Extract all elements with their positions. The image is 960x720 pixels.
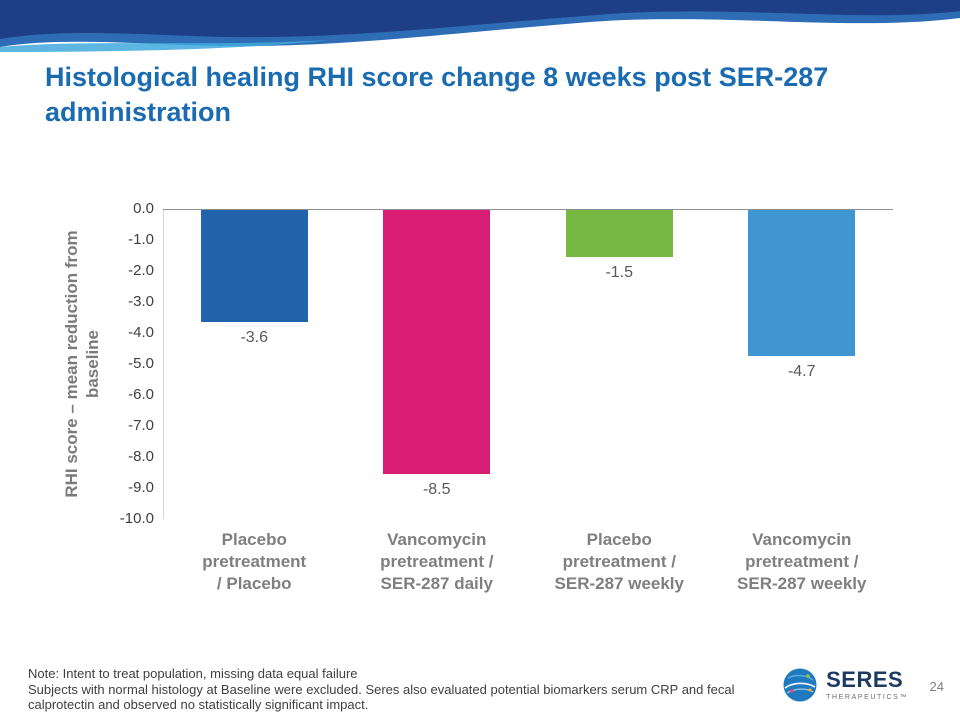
page-number: 24 [929,679,944,694]
y-tick-label: -8.0 [128,448,154,465]
y-tick-label: -7.0 [128,417,154,434]
footnote-body: Subjects with normal histology at Baseli… [28,681,735,713]
y-tick-label: -6.0 [128,386,154,403]
logo-subtext: THERAPEUTICS™ [826,694,908,701]
footnote: Note: Intent to treat population, missin… [28,666,746,713]
category-label: Placebo pretreatment / Placebo [202,530,307,594]
category-label: Placebo pretreatment / SER-287 weekly [554,530,684,594]
slide-title: Histological healing RHI score change 8 … [45,62,829,128]
y-tick-label: 0.0 [133,200,154,217]
y-tick-label: -3.0 [128,293,154,310]
bar-value-label: -3.6 [240,328,269,346]
bar-slot: -1.5 [528,210,711,520]
y-tick-label: -5.0 [128,355,154,372]
bar-value-label: -4.7 [787,362,816,380]
bar-value-label: -8.5 [422,480,451,498]
bar-slot: -4.7 [711,210,894,520]
bar-3 [565,210,673,257]
y-tick-label: -9.0 [128,479,154,496]
logo-wordmark: SERES THERAPEUTICS™ [826,667,908,702]
header-wave-banner [0,0,960,52]
bars-row: -3.6 -8.5 -1.5 -4.7 [163,210,893,520]
bar-slot: -3.6 [163,210,346,520]
zero-baseline [163,209,893,210]
y-tick-label: -4.0 [128,324,154,341]
y-tick-label: -2.0 [128,262,154,279]
y-tick-label: -1.0 [128,231,154,248]
bar-1 [200,210,308,322]
logo-globe-icon [783,668,817,702]
category-label: Vancomycin pretreatment / SER-287 weekly [737,530,867,594]
bar-4 [748,210,856,356]
bar-slot: -8.5 [346,210,529,520]
bar-value-label: -1.5 [605,263,634,281]
y-axis-ticks: 0.0 -1.0 -2.0 -3.0 -4.0 -5.0 -6.0 -7.0 -8.0 -9.0 -… [92,200,154,527]
y-axis-line [163,209,164,519]
footnote-line-1: Note: Intent to treat population, missin… [28,666,358,681]
y-tick-label: -10.0 [119,510,154,527]
seres-logo: SERES THERAPEUTICS™ [781,666,908,704]
logo-name: SERES [826,667,904,692]
x-axis-labels: Placebo pretreatment / Placebo Vancomycin pr… [163,529,893,595]
category-label: Vancomycin pretreatment / SER-287 daily [380,530,494,594]
bar-2 [383,210,491,474]
